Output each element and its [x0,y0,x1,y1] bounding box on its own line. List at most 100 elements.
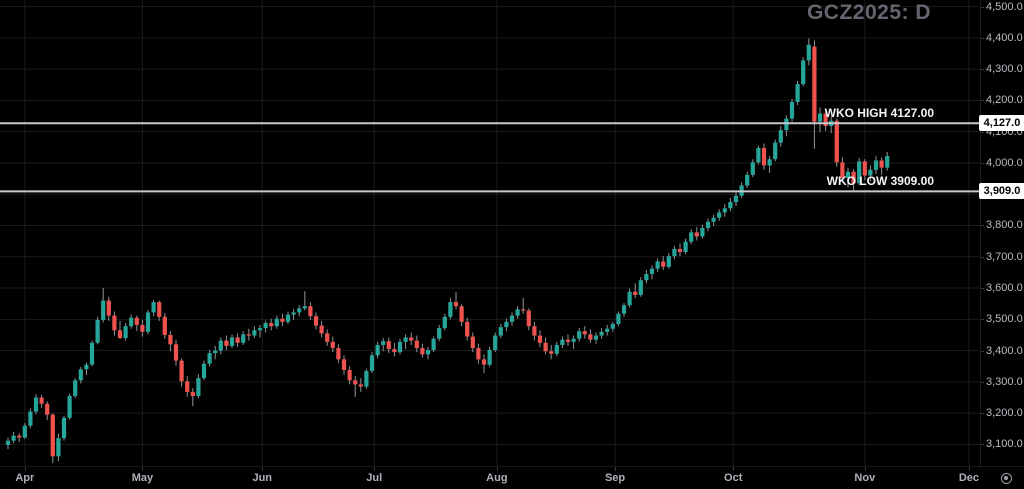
candlestick-canvas[interactable] [0,0,980,466]
price-tick-label: 3,400.0 [986,344,1023,357]
candle-up [425,349,431,355]
candle-up [241,334,246,343]
month-tick-label: Oct [724,472,743,484]
candle-down [168,334,173,345]
candle-down [117,330,123,339]
candle-up [101,300,106,320]
candle-up [285,314,291,322]
chart-pane[interactable]: GCZ2025: D WKO HIGH 4127.00 WKO LOW 3909… [0,0,980,466]
price-tick-mark [981,100,984,102]
month-tick-label: Jul [366,472,383,484]
price-tick-mark [981,225,984,227]
candle-down [476,348,481,360]
candle-up [705,221,711,228]
candle-up [733,195,739,203]
candle-up [403,337,408,342]
candle-up [297,308,302,313]
candle-up [756,147,761,163]
candle-up [745,174,750,186]
candle-down [840,162,845,178]
candle-up [638,280,643,295]
candle-up [33,397,39,412]
candle-up [252,330,257,336]
candle-up [773,142,778,160]
candle-up [73,380,78,396]
price-tick-label: 3,100.0 [986,438,1023,451]
candle-up [616,313,621,325]
candle-down [582,331,587,335]
candle-up [599,331,604,336]
candle-down [162,316,167,335]
month-tick-mark [24,467,26,471]
candle-down [308,306,313,317]
candle-up [448,302,453,317]
candle-up [61,417,67,439]
candle-up [605,328,610,332]
candle-down [313,316,319,326]
month-tick-mark [864,467,866,471]
time-axis[interactable]: Apr May Jun Jul Aug Sep Oct Nov Dec [0,466,1024,489]
candle-up [610,324,615,329]
candle-down [50,414,55,457]
candle-down [633,291,638,295]
price-tick-label: 3,500.0 [986,313,1023,326]
price-tick-label: 3,700.0 [986,250,1023,263]
candle-up [593,335,599,340]
candle-down [834,120,839,163]
month-tick-mark [374,467,376,471]
candle-up [868,169,873,176]
price-tick-mark [981,37,984,39]
candle-down [588,334,593,340]
candle-up [487,349,492,365]
candle-down [453,302,459,307]
price-tick-mark [981,256,984,258]
price-tick-mark [981,162,984,164]
candle-up [493,335,498,350]
candle-up [397,341,403,353]
price-tick-mark [981,413,984,415]
candle-down [392,349,397,353]
candle-up [750,162,755,175]
candle-down [341,359,347,370]
candle-down [549,351,554,354]
candle-up [67,395,72,418]
candle-down [45,403,50,415]
symbol-title: GCZ2025: D [806,1,931,24]
candle-up [672,248,677,257]
month-tick-label: Sep [604,472,626,484]
candle-down [224,340,229,346]
candle-down [481,359,487,365]
candle-down [459,306,464,322]
candle-down [325,333,330,342]
month-tick-mark [496,467,498,471]
candle-up [644,273,649,281]
candle-up [145,312,151,332]
candle-up [5,440,11,446]
candle-down [420,348,425,355]
candle-up [689,232,694,242]
month-tick-label: May [131,472,154,484]
candle-up [437,328,442,339]
candle-down [862,161,867,176]
candle-down [532,326,537,336]
candle-down [336,348,341,360]
axis-settings-gear-icon[interactable] [1001,473,1012,484]
month-tick-mark [968,467,970,471]
candle-up [767,159,772,166]
candle-up [778,130,783,143]
candle-up [717,212,722,218]
candle-up [728,202,733,209]
price-axis[interactable]: 4,500.0 4,400.0 4,300.0 4,200.0 4,100.0 4,000… [979,0,1024,466]
candle-down [358,384,363,387]
month-tick-mark [733,467,735,471]
candle-up [801,60,806,85]
candle-up [22,425,27,438]
candle-up [498,327,503,336]
wko-low-label: WKO LOW 3909.00 [826,174,934,189]
candle-down [39,397,44,404]
candle-up [263,323,268,329]
candle-up [442,316,447,329]
candle-down [106,300,111,316]
month-tick-label: Dec [958,472,980,484]
